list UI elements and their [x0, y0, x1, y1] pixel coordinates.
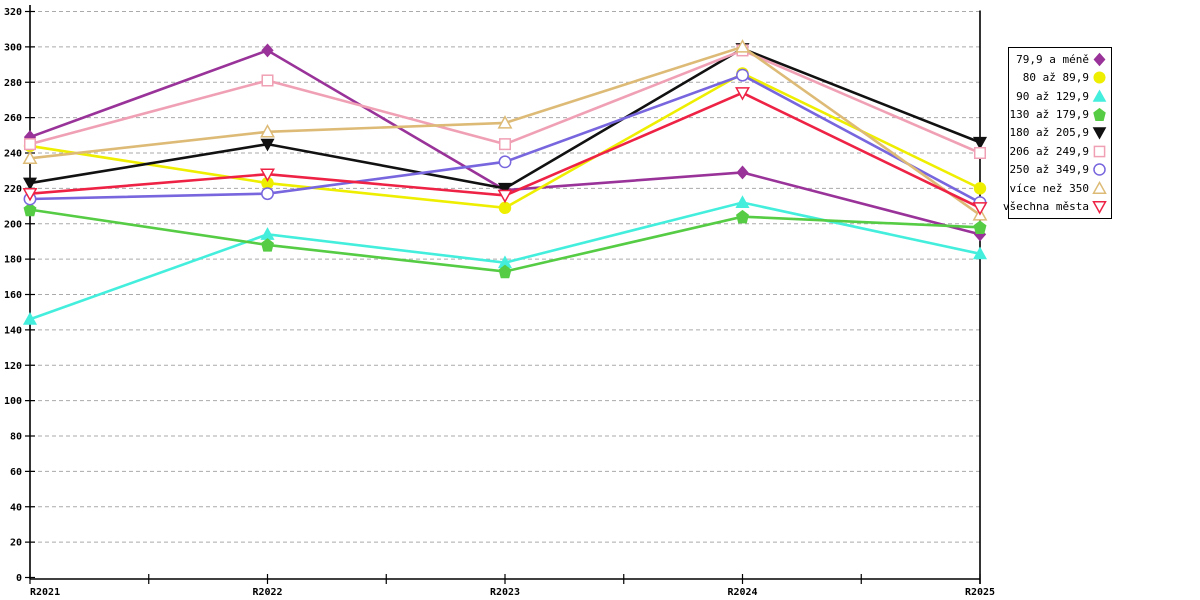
legend-item-label: 79,9 a méně	[1016, 52, 1089, 66]
legend-marker-icon	[1093, 71, 1106, 84]
y-axis-label: 40	[10, 502, 22, 513]
y-axis-label: 240	[4, 149, 22, 160]
data-point-marker	[260, 138, 275, 152]
data-point-marker	[973, 220, 987, 234]
legend-item: 130 až 179,9	[1010, 107, 1107, 122]
data-point-marker	[22, 177, 38, 191]
series-8	[22, 87, 988, 216]
series-7	[22, 39, 988, 221]
data-point-marker	[498, 138, 512, 151]
x-axis-label: R2022	[252, 587, 282, 598]
data-point-marker	[22, 187, 38, 202]
legend-marker-icon	[1092, 127, 1107, 140]
data-point-marker	[22, 312, 38, 325]
y-axis-label: 320	[4, 7, 22, 18]
y-axis-label: 20	[10, 538, 22, 549]
legend-item: 206 až 249,9	[1010, 144, 1107, 159]
data-point-marker	[736, 165, 749, 180]
series-3	[23, 202, 987, 279]
y-axis-label: 280	[4, 78, 22, 89]
legend: 79,9 a méně 80 až 89,9 90 až 129,9 130 až 1…	[1003, 47, 1112, 219]
y-axis-label: 160	[4, 290, 22, 301]
legend-item: všechna města	[1002, 199, 1107, 215]
data-point-marker	[735, 195, 750, 208]
legend-item-label: více než 350	[1009, 181, 1089, 195]
data-point-marker	[972, 136, 988, 150]
y-axis-label: 180	[4, 255, 22, 266]
data-point-marker	[497, 189, 513, 204]
data-point-marker	[497, 182, 513, 196]
legend-marker-icon	[1093, 52, 1106, 66]
legend-marker-icon	[1092, 89, 1107, 102]
legend-marker-icon	[1092, 201, 1107, 215]
data-point-marker	[498, 264, 512, 279]
legend-item: 80 až 89,9	[1023, 70, 1107, 85]
data-point-marker	[973, 146, 987, 160]
data-point-marker	[972, 246, 988, 260]
data-point-marker	[973, 182, 987, 195]
data-point-marker	[261, 74, 274, 87]
y-axis-label: 120	[4, 361, 22, 372]
y-axis-label: 260	[4, 113, 22, 124]
legend-item-label: 130 až 179,9	[1009, 108, 1089, 122]
y-axis-label: 0	[16, 573, 22, 584]
y-axis-label: 60	[10, 467, 22, 478]
legend-item: 250 až 349,9	[1010, 162, 1107, 177]
x-axis-label: R2021	[30, 587, 60, 598]
legend-item-label: všechna města	[1002, 200, 1089, 214]
y-axis-label: 140	[4, 325, 22, 336]
legend-item: 180 až 205,9	[1010, 125, 1107, 140]
legend-item-label: 180 až 205,9	[1009, 126, 1089, 140]
legend-marker-icon	[1093, 163, 1106, 177]
data-point-marker	[23, 202, 37, 217]
legend-marker-icon	[1092, 180, 1107, 194]
y-axis-label: 80	[10, 432, 22, 443]
legend-item-label: 250 až 349,9	[1009, 163, 1089, 177]
x-axis-label: R2025	[965, 587, 995, 598]
data-point-marker	[260, 124, 275, 138]
legend-item: více než 350	[1009, 180, 1107, 196]
x-axis-label: R2023	[490, 587, 520, 598]
legend-item: 90 až 129,9	[1016, 89, 1107, 104]
legend-item-label: 80 až 89,9	[1022, 71, 1089, 85]
legend-marker-icon	[1093, 107, 1106, 122]
data-point-marker	[972, 202, 988, 216]
series-2	[22, 195, 988, 325]
data-point-marker	[261, 43, 274, 58]
data-point-marker	[736, 209, 749, 224]
y-axis-label: 200	[4, 219, 22, 230]
data-point-marker	[735, 87, 750, 101]
data-point-marker	[260, 168, 275, 182]
data-point-marker	[261, 238, 274, 252]
legend-item: 79,9 a méně	[1016, 52, 1107, 67]
data-point-marker	[736, 68, 749, 82]
data-point-marker	[498, 155, 512, 169]
y-axis-label: 300	[4, 42, 22, 53]
legend-marker-icon	[1093, 145, 1106, 158]
data-point-marker	[497, 115, 513, 129]
data-point-marker	[735, 39, 750, 53]
y-axis-label: 100	[4, 396, 22, 407]
data-point-marker	[22, 150, 38, 165]
legend-item-label: 206 až 249,9	[1009, 144, 1089, 158]
data-point-marker	[23, 138, 37, 151]
data-point-marker	[261, 187, 274, 201]
data-point-marker	[498, 201, 512, 215]
x-axis-label: R2024	[727, 587, 757, 598]
legend-item-label: 90 až 129,9	[1016, 89, 1089, 103]
y-axis-label: 220	[4, 184, 22, 195]
